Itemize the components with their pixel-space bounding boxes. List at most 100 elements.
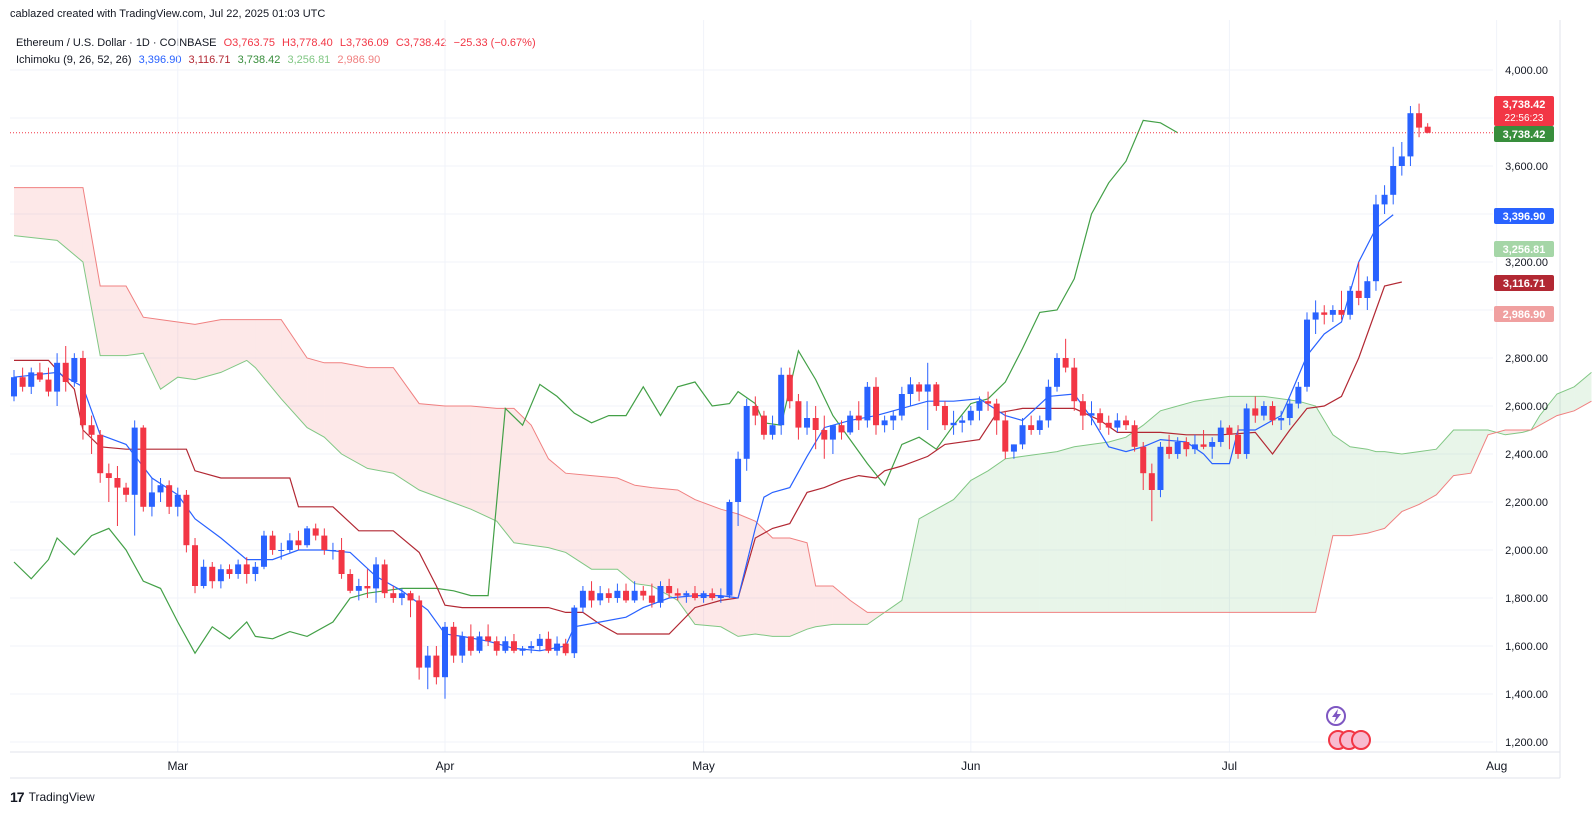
candle-body: [1286, 403, 1293, 418]
candle-body: [467, 636, 474, 651]
cloud-segment: [255, 319, 282, 399]
span-b-line: [14, 187, 1592, 613]
symbol-name[interactable]: Ethereum / U.S. Dollar · 1D · COINBASE: [16, 37, 217, 49]
candle: [536, 634, 543, 651]
candle-body: [683, 593, 690, 596]
candle: [640, 586, 647, 601]
candle: [312, 523, 319, 541]
candle: [1148, 463, 1155, 522]
candle-body: [666, 586, 673, 594]
candle: [1217, 420, 1224, 447]
candle-body: [691, 593, 698, 598]
candle: [623, 583, 630, 603]
candle-body: [786, 374, 793, 402]
cloud-segment: [1332, 434, 1351, 536]
candle: [691, 586, 698, 601]
candle: [1252, 396, 1259, 423]
event-icons[interactable]: [1326, 706, 1371, 750]
candle-body: [838, 425, 845, 433]
cloud-segment: [341, 362, 368, 469]
cloud-segment: [548, 458, 566, 553]
candle: [11, 370, 17, 402]
candle: [1364, 276, 1371, 310]
candle-body: [855, 415, 862, 421]
cloud-segment: [1375, 451, 1385, 531]
cloud-segment: [220, 319, 247, 373]
footer-brand[interactable]: 17 TradingView: [10, 789, 95, 805]
candle: [166, 480, 173, 514]
cloud-segment: [1074, 444, 1092, 613]
candle: [1390, 146, 1397, 205]
candle-body: [700, 593, 707, 598]
cloud-segment: [694, 499, 721, 627]
candle: [217, 564, 224, 589]
candle-body: [510, 641, 517, 651]
candle: [674, 588, 681, 601]
indicator-name[interactable]: Ichimoku (9, 26, 52, 26): [16, 54, 132, 66]
candle: [562, 638, 569, 656]
candle: [528, 641, 535, 654]
price-badge-spanB: 2,986.90: [1494, 306, 1554, 322]
candle: [131, 420, 138, 536]
candle: [1122, 415, 1129, 430]
candle-body: [1355, 290, 1362, 298]
candle-body: [1054, 358, 1061, 387]
candle-body: [1140, 446, 1147, 474]
event-flag-icon-3[interactable]: [1351, 730, 1371, 750]
time-axis[interactable]: Mar Apr May Jun Jul Aug: [167, 759, 1507, 773]
candle: [1088, 401, 1095, 426]
candle: [433, 646, 440, 685]
candle-body: [1209, 442, 1216, 447]
time-tick-label: Jun: [961, 759, 980, 773]
candle: [614, 583, 621, 603]
candle: [321, 528, 328, 555]
candle: [1002, 410, 1009, 459]
badge-value: 3,738.42: [1503, 99, 1546, 111]
candle: [442, 622, 448, 699]
price-tick-label: 1,600.00: [1505, 641, 1548, 653]
candle: [329, 542, 336, 560]
cloud-segment: [246, 319, 256, 368]
kijun-value: 3,116.71: [188, 54, 231, 66]
candle: [666, 578, 673, 598]
candle-body: [597, 593, 604, 601]
candle-body: [200, 566, 207, 586]
candle-body: [623, 590, 630, 601]
candle-body: [864, 386, 871, 421]
candle-body: [1312, 312, 1319, 320]
candle-body: [252, 566, 259, 574]
candle: [71, 353, 78, 387]
candle-body: [450, 626, 457, 656]
candle-body: [1424, 126, 1431, 133]
candle-body: [278, 550, 285, 551]
close-value: C3,738.42: [395, 37, 447, 49]
cloud-segment: [755, 521, 773, 637]
brand-name: TradingView: [28, 790, 95, 804]
candle-body: [1252, 408, 1259, 416]
candle-body: [485, 636, 492, 642]
candle-body: [1304, 319, 1310, 387]
candle-body: [890, 415, 897, 421]
candle-body: [166, 485, 173, 507]
price-tick-label: 3,200.00: [1505, 257, 1548, 269]
candle-body: [1200, 444, 1207, 447]
lightning-glyph: [1332, 709, 1341, 723]
candle: [1416, 103, 1423, 138]
price-tick-label: 1,800.00: [1505, 593, 1548, 605]
candle-body: [105, 473, 112, 478]
candle: [1157, 442, 1164, 498]
candle: [54, 353, 61, 406]
candle: [752, 396, 759, 426]
price-axis[interactable]: 1,200.00 1,400.00 1,600.00 1,800.00 2,000.00…: [1505, 65, 1548, 749]
candle-body: [1347, 290, 1354, 315]
candle: [545, 631, 552, 654]
candle: [726, 499, 733, 598]
candle-body: [950, 422, 957, 426]
cloud-segment: [1091, 442, 1109, 613]
candle-body: [1105, 422, 1112, 428]
cloud-segment: [1556, 386, 1575, 416]
candle-body: [545, 638, 552, 651]
candle: [700, 590, 707, 603]
candle-body: [821, 430, 828, 440]
